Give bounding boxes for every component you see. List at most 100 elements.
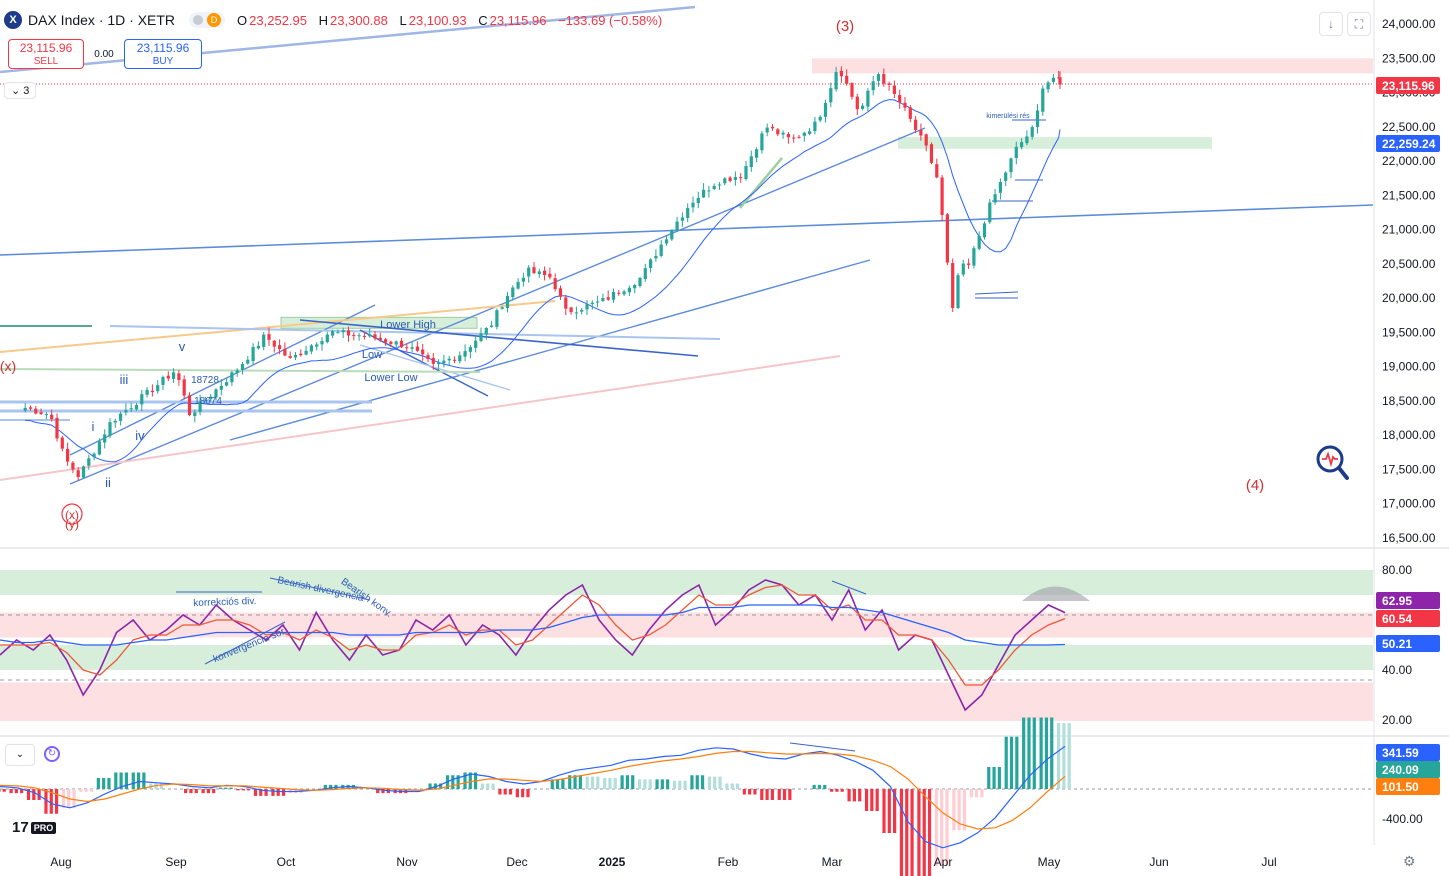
candle [574, 306, 578, 320]
candle-body [330, 331, 335, 336]
tradingview-logo[interactable]: 17 PRO [12, 819, 57, 836]
candle [802, 131, 806, 142]
time-tick-label: Oct [277, 855, 296, 869]
candle-body [1051, 77, 1055, 82]
divergence-line [269, 577, 371, 601]
trendline [0, 355, 841, 481]
candle [203, 396, 207, 402]
candle-body [770, 126, 775, 129]
candle [1046, 80, 1050, 93]
candle [60, 435, 64, 452]
macd-histogram-bar [136, 772, 141, 789]
macd-histogram-bar [858, 789, 862, 802]
candle [474, 335, 478, 353]
candle-body [219, 385, 223, 390]
download-icon[interactable]: ↓ [1319, 12, 1343, 36]
candle-body [44, 414, 48, 416]
candle-body [929, 144, 934, 163]
fullscreen-icon[interactable]: ⛶ [1347, 12, 1371, 36]
candle [903, 96, 907, 111]
macd-histogram-bar [700, 775, 705, 789]
symbol-title[interactable]: DAX Index · 1D · XETR [28, 12, 176, 28]
candle-body [1025, 136, 1029, 144]
zones-layer [280, 58, 1373, 329]
candle [452, 356, 457, 364]
macd-histogram-bar [107, 778, 111, 789]
candle-body [654, 255, 658, 259]
candle [97, 438, 101, 456]
delayed-badge: D [207, 13, 222, 27]
price-tick-label: 24,000.00 [1382, 17, 1436, 31]
macd-histogram-bar [102, 778, 106, 789]
symbol-header: X DAX Index · 1D · XETR D O 23,252.95 H 23… [4, 8, 670, 32]
candle-body [71, 462, 75, 470]
candle-body [564, 297, 568, 309]
macd-histogram-bar [957, 789, 961, 831]
candle [966, 258, 971, 269]
sync-icon[interactable]: ↻ [44, 746, 60, 762]
candle [81, 465, 86, 479]
macd-histogram-bar [253, 789, 258, 796]
macd-collapse-button[interactable]: ⌄ [5, 744, 35, 766]
candle [527, 265, 531, 283]
buy-button[interactable]: 23,115.96 BUY [124, 39, 202, 69]
magnifier-pulse-icon[interactable] [1316, 445, 1349, 480]
candle [786, 131, 790, 144]
macd-histogram-bar [1039, 717, 1043, 789]
last-price-label [1376, 77, 1440, 94]
candle [935, 158, 939, 179]
macd-histogram-bar [934, 789, 938, 866]
sell-button[interactable]: 23,115.96 SELL [8, 39, 84, 69]
candle [463, 344, 467, 362]
candle-body [405, 347, 409, 349]
candle-body [1035, 110, 1040, 128]
macd-histogram-bar [695, 775, 699, 789]
rsi-value-label [1376, 592, 1440, 609]
candle-body [1046, 82, 1050, 90]
indicators-count: 3 [23, 85, 30, 97]
macd-histogram-bar [1062, 722, 1066, 789]
divergence-line [789, 742, 856, 752]
candle [1051, 73, 1055, 84]
candle-body [818, 116, 822, 121]
candle-body [977, 235, 981, 249]
macd-histogram-bar [603, 778, 607, 789]
candle [807, 128, 812, 136]
macd-histogram-bar [1044, 717, 1049, 789]
macd-histogram-bar [962, 789, 967, 831]
indicators-toggle-button[interactable]: ⌄ 3 [4, 82, 37, 99]
macd-histogram-bar [940, 789, 944, 866]
candle-body [760, 133, 764, 151]
market-status-pill[interactable]: D [189, 12, 226, 28]
candle [341, 327, 345, 339]
settings-gear-icon[interactable]: ⚙ [1403, 853, 1416, 869]
candle-body [919, 129, 923, 136]
candle [436, 359, 441, 370]
candle [696, 191, 700, 209]
macd-histogram-bar [782, 789, 787, 800]
candle-body [304, 350, 308, 355]
candle-body [744, 165, 748, 180]
candle-body [1009, 158, 1013, 173]
candle [633, 283, 637, 294]
symbol-logo-icon[interactable]: X [4, 11, 22, 29]
sell-price: 23,115.96 [19, 41, 73, 55]
candle [765, 123, 769, 137]
candle [739, 173, 743, 183]
macd-histogram-bar [840, 789, 844, 792]
candle [733, 171, 737, 186]
candle [44, 412, 48, 420]
spread-value: 0.00 [94, 48, 114, 60]
price-tick-label: 20,500.00 [1382, 257, 1436, 271]
candle-body [982, 223, 987, 238]
candle-body [240, 363, 245, 371]
macd-histogram-bar [980, 789, 984, 798]
candle [670, 229, 674, 241]
candle [516, 278, 520, 290]
candle-body [595, 301, 600, 303]
candle-body [686, 208, 690, 218]
rsi-oversold-zone [0, 682, 1373, 721]
candle-body [643, 268, 647, 280]
candle-body [701, 189, 706, 198]
